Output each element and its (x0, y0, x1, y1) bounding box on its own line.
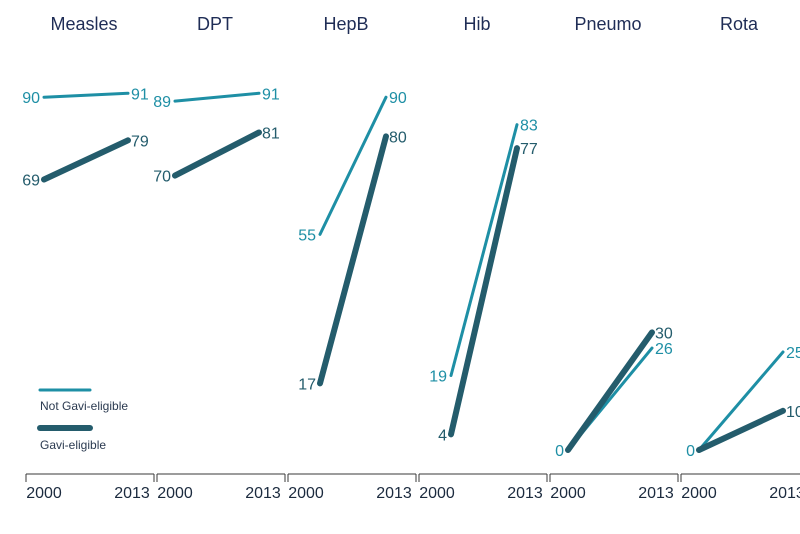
value-label-2000: 19 (429, 369, 447, 386)
line-gavi-dpt (172, 129, 262, 179)
panel-hepb: HepB 2000 2013 55 90 17 80 (287, 14, 417, 502)
value-label-2000: 0 (686, 443, 695, 460)
tick-label-2000: 2000 (26, 485, 62, 502)
value-label-2013: 80 (389, 129, 407, 146)
value-label-2000: 4 (438, 427, 447, 444)
tick-label-2013: 2013 (769, 485, 800, 502)
line-not-gavi-hepb (318, 95, 388, 236)
line-not-gavi-hib (449, 123, 519, 378)
line-not-gavi-rota (697, 350, 785, 452)
tick-label-2013: 2013 (638, 485, 674, 502)
panel-title-dpt: DPT (197, 14, 233, 34)
value-label-2013: 10 (786, 404, 800, 421)
panel-title-rota: Rota (720, 14, 759, 34)
tick-label-2013: 2013 (114, 485, 150, 502)
value-label-2013: 25 (786, 345, 800, 362)
value-label-2000: 90 (22, 90, 40, 107)
value-label-2013: 91 (131, 86, 149, 103)
value-label-2013: 26 (655, 341, 673, 358)
panel-title-hib: Hib (463, 14, 490, 34)
value-label-2013: 30 (655, 325, 673, 342)
line-gavi-hepb (317, 133, 389, 387)
value-label-2013: 81 (262, 125, 280, 142)
panel-title-hepb: HepB (323, 14, 368, 34)
line-not-gavi-measles (42, 91, 130, 99)
tick-label-2000: 2000 (157, 485, 193, 502)
value-label-2000: 17 (298, 376, 316, 393)
panel-measles: Measles 2000 2013 90 91 69 79 (22, 14, 155, 502)
value-label-2000: 70 (153, 169, 171, 186)
value-label-2013: 91 (262, 86, 280, 103)
line-gavi-hib (448, 145, 520, 438)
legend-label-not-gavi: Not Gavi-eligible (40, 399, 128, 413)
tick-label-2000: 2000 (419, 485, 455, 502)
panel-title-measles: Measles (50, 14, 117, 34)
value-label-2013: 77 (520, 141, 538, 158)
tick-label-2013: 2013 (376, 485, 412, 502)
line-gavi-rota (696, 407, 786, 453)
panel-dpt: DPT 2000 2013 89 91 70 81 (153, 14, 286, 502)
tick-label-2000: 2000 (681, 485, 717, 502)
legend-label-gavi: Gavi-eligible (40, 438, 106, 452)
tick-label-2000: 2000 (550, 485, 586, 502)
value-label-2000: 55 (298, 227, 316, 244)
tick-label-2000: 2000 (288, 485, 324, 502)
tick-label-2013: 2013 (507, 485, 543, 502)
panel-hib: Hib 2000 2013 19 83 4 77 (418, 14, 548, 502)
value-label-2013: 90 (389, 90, 407, 107)
line-gavi-measles (41, 137, 131, 183)
value-label-2000: 0 (555, 443, 564, 460)
value-label-2013: 79 (131, 133, 149, 150)
panel-rota: Rota 2000 2013 0 25 10 (680, 14, 800, 502)
line-not-gavi-dpt (173, 91, 261, 103)
legend: Not Gavi-eligible Gavi-eligible (37, 388, 128, 452)
tick-label-2013: 2013 (245, 485, 281, 502)
value-label-2000: 69 (22, 173, 40, 190)
panel-title-pneumo: Pneumo (574, 14, 641, 34)
line-gavi-pneumo (565, 329, 655, 453)
value-label-2013: 83 (520, 118, 538, 135)
value-label-2000: 89 (153, 94, 171, 111)
